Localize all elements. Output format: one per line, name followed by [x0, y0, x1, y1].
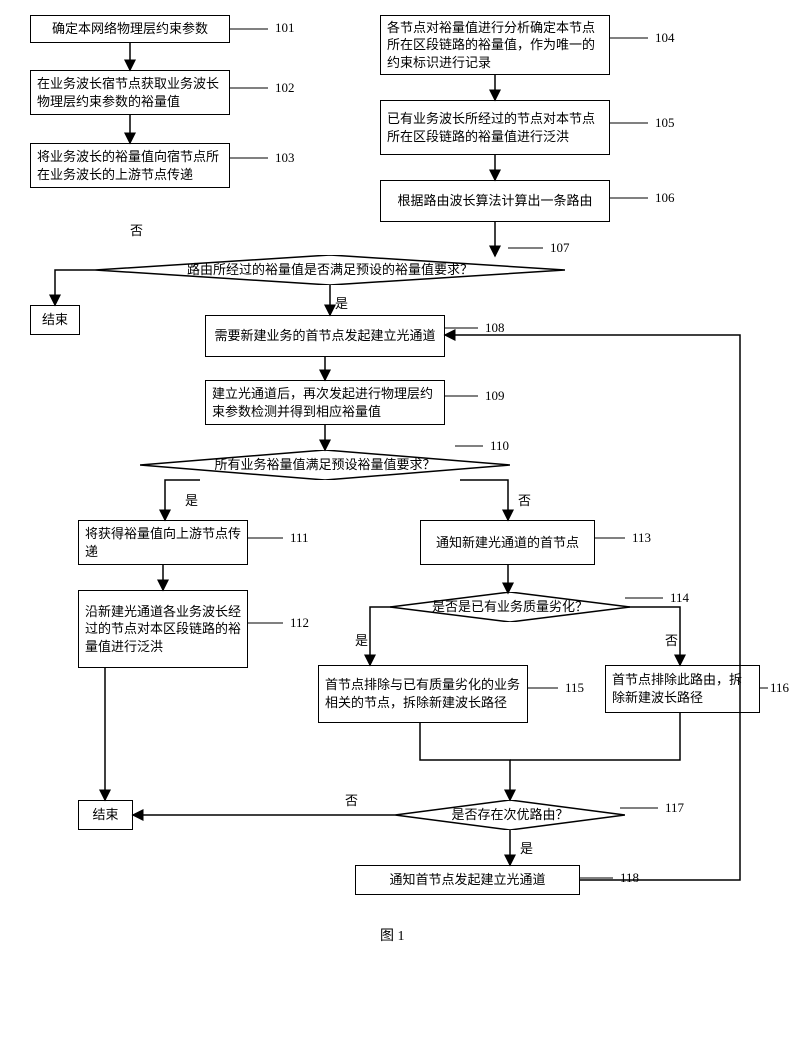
label-111: 111	[290, 530, 309, 546]
box-103-text: 将业务波长的裕量值向宿节点所在业务波长的上游节点传递	[37, 148, 223, 183]
label-117-no: 否	[345, 790, 358, 809]
diamond-114-text: 是否是已有业务质量劣化？	[432, 598, 588, 616]
label-114-yes: 是	[355, 630, 368, 649]
diamond-114: 是否是已有业务质量劣化？	[390, 592, 630, 622]
label-106: 106	[655, 190, 675, 206]
label-114: 114	[670, 590, 689, 606]
label-113: 113	[632, 530, 651, 546]
label-107: 107	[550, 240, 570, 256]
label-110-yes: 是	[185, 490, 198, 509]
box-115-text: 首节点排除与已有质量劣化的业务相关的节点，拆除新建波长路径	[325, 676, 521, 711]
diamond-110: 所有业务裕量值满足预设裕量值要求？	[140, 450, 510, 480]
label-101: 101	[275, 20, 295, 36]
box-109-text: 建立光通道后，再次发起进行物理层约束参数检测并得到相应裕量值	[212, 385, 438, 420]
box-106-text: 根据路由波长算法计算出一条路由	[397, 192, 592, 210]
box-end1: 结束	[30, 305, 80, 335]
label-103: 103	[275, 150, 295, 166]
box-112-text: 沿新建光通道各业务波长经过的节点对本区段链路的裕量值进行泛洪	[85, 603, 241, 656]
box-101-text: 确定本网络物理层约束参数	[52, 20, 208, 38]
label-105: 105	[655, 115, 675, 131]
box-105-text: 已有业务波长所经过的节点对本节点所在区段链路的裕量值进行泛洪	[387, 110, 603, 145]
label-107-no: 否	[130, 220, 143, 239]
figure-caption: 图 1	[380, 925, 405, 945]
box-105: 已有业务波长所经过的节点对本节点所在区段链路的裕量值进行泛洪	[380, 100, 610, 155]
box-108-text: 需要新建业务的首节点发起建立光通道	[214, 327, 435, 345]
diamond-107: 路由所经过的裕量值是否满足预设的裕量值要求？	[95, 255, 565, 285]
label-110-no: 否	[518, 490, 531, 509]
label-117-yes: 是	[520, 838, 533, 857]
diamond-117: 是否存在次优路由？	[395, 800, 625, 830]
box-104-text: 各节点对裕量值进行分析确定本节点所在区段链路的裕量值，作为唯一的约束标识进行记录	[387, 19, 603, 72]
box-102: 在业务波长宿节点获取业务波长物理层约束参数的裕量值	[30, 70, 230, 115]
box-106: 根据路由波长算法计算出一条路由	[380, 180, 610, 222]
label-117: 117	[665, 800, 684, 816]
box-108: 需要新建业务的首节点发起建立光通道	[205, 315, 445, 357]
box-118-text: 通知首节点发起建立光通道	[389, 871, 545, 889]
label-102: 102	[275, 80, 295, 96]
end2-text: 结束	[92, 806, 118, 824]
diamond-107-text: 路由所经过的裕量值是否满足预设的裕量值要求？	[187, 261, 473, 279]
box-115: 首节点排除与已有质量劣化的业务相关的节点，拆除新建波长路径	[318, 665, 528, 723]
box-101: 确定本网络物理层约束参数	[30, 15, 230, 43]
box-111-text: 将获得裕量值向上游节点传递	[85, 525, 241, 560]
box-102-text: 在业务波长宿节点获取业务波长物理层约束参数的裕量值	[37, 75, 223, 110]
label-115: 115	[565, 680, 584, 696]
label-110: 110	[490, 438, 509, 454]
box-109: 建立光通道后，再次发起进行物理层约束参数检测并得到相应裕量值	[205, 380, 445, 425]
box-113-text: 通知新建光通道的首节点	[436, 534, 579, 552]
label-114-no: 否	[665, 630, 678, 649]
box-104: 各节点对裕量值进行分析确定本节点所在区段链路的裕量值，作为唯一的约束标识进行记录	[380, 15, 610, 75]
box-103: 将业务波长的裕量值向宿节点所在业务波长的上游节点传递	[30, 143, 230, 188]
box-116: 首节点排除此路由，拆除新建波长路径	[605, 665, 760, 713]
box-end2: 结束	[78, 800, 133, 830]
box-118: 通知首节点发起建立光通道	[355, 865, 580, 895]
box-113: 通知新建光通道的首节点	[420, 520, 595, 565]
label-118: 118	[620, 870, 639, 886]
label-107-yes: 是	[335, 293, 348, 312]
box-112: 沿新建光通道各业务波长经过的节点对本区段链路的裕量值进行泛洪	[78, 590, 248, 668]
diamond-110-text: 所有业务裕量值满足预设裕量值要求？	[214, 456, 435, 474]
label-112: 112	[290, 615, 309, 631]
end1-text: 结束	[42, 311, 68, 329]
label-108: 108	[485, 320, 505, 336]
label-116: 116	[770, 680, 789, 696]
box-111: 将获得裕量值向上游节点传递	[78, 520, 248, 565]
diamond-117-text: 是否存在次优路由？	[451, 806, 568, 824]
label-104: 104	[655, 30, 675, 46]
label-109: 109	[485, 388, 505, 404]
box-116-text: 首节点排除此路由，拆除新建波长路径	[612, 671, 753, 706]
